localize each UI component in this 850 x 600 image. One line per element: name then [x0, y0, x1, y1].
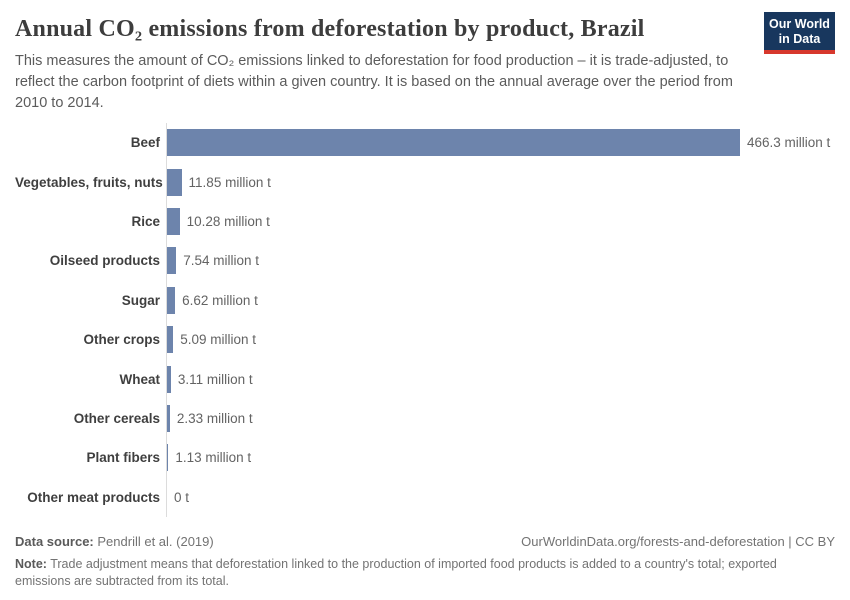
value-label-vegetables-fruits-nuts: 11.85 million t: [188, 174, 271, 190]
bar-chart: Beef 466.3 million t Vegetables, fruits, n…: [15, 123, 835, 517]
category-label-sugar: Sugar: [121, 292, 160, 308]
category-label-oilseed-products: Oilseed products: [49, 253, 160, 269]
chart-subtitle: This measures the amount of CO₂ emission…: [15, 53, 733, 111]
bar-row: Other cereals 2.33 million t: [15, 398, 835, 439]
bar-track: 3.11 million t: [166, 359, 835, 399]
bar-track: 466.3 million t: [166, 123, 835, 163]
category-label-wheat: Wheat: [119, 371, 161, 387]
value-label-other-crops: 5.09 million t: [180, 332, 257, 348]
bar-beef[interactable]: [167, 129, 740, 157]
bar-track: 0 t: [166, 477, 835, 517]
bar-rice[interactable]: [167, 207, 180, 235]
bar-track: 5.09 million t: [166, 319, 835, 360]
header: Annual CO₂ emissions from deforestation …: [15, 12, 835, 54]
owid-logo-line1: Our World: [769, 17, 830, 31]
data-source: Data source: Pendrill et al. (2019): [15, 534, 214, 549]
category-label-beef: Beef: [130, 135, 160, 151]
source-row: Data source: Pendrill et al. (2019) OurW…: [15, 534, 835, 549]
bar-row: Sugar 6.62 million t: [15, 280, 835, 320]
value-label-rice: 10.28 million t: [186, 213, 270, 229]
value-label-oilseed-products: 7.54 million t: [183, 253, 260, 269]
page-title: Annual CO₂ emissions from deforestation …: [15, 16, 645, 42]
bar-other-crops[interactable]: [167, 326, 174, 354]
bar-row: Wheat 3.11 million t: [15, 359, 835, 399]
note-value: Trade adjustment means that deforestatio…: [15, 556, 777, 588]
value-label-other-cereals: 2.33 million t: [176, 410, 253, 426]
bar-track: 6.62 million t: [166, 280, 835, 320]
bar-row: Other crops 5.09 million t: [15, 319, 835, 360]
bar-other-cereals[interactable]: [167, 404, 170, 432]
bar-track: 10.28 million t: [166, 201, 835, 242]
value-label-sugar: 6.62 million t: [182, 292, 258, 308]
bar-row: Other meat products 0 t: [15, 477, 835, 517]
category-label-vegetables-fruits-nuts: Vegetables, fruits, nuts: [15, 174, 163, 190]
note: Note: Trade adjustment means that defore…: [15, 556, 835, 590]
owid-logo: Our World in Data: [764, 12, 835, 54]
value-label-wheat: 3.11 million t: [177, 371, 253, 387]
bar-sugar[interactable]: [167, 286, 176, 314]
bar-track: 7.54 million t: [166, 241, 835, 281]
bar-wheat[interactable]: [167, 365, 171, 393]
note-label: Note:: [15, 556, 47, 571]
bar-plant-fibers[interactable]: [167, 444, 169, 472]
bar-row: Rice 10.28 million t: [15, 201, 835, 242]
value-label-beef: 466.3 million t: [747, 135, 831, 151]
chart-footer: Data source: Pendrill et al. (2019) OurW…: [15, 534, 835, 590]
bar-row: Oilseed products 7.54 million t: [15, 241, 835, 281]
category-label-plant-fibers: Plant fibers: [86, 450, 160, 466]
bar-vegetables-fruits-nuts[interactable]: [167, 168, 182, 196]
data-source-value: Pendrill et al. (2019): [97, 533, 214, 549]
category-label-rice: Rice: [131, 213, 160, 229]
owid-url-link[interactable]: OurWorldinData.org/forests-and-deforesta…: [521, 533, 835, 549]
category-label-other-crops: Other crops: [83, 332, 160, 348]
owid-logo-line2: in Data: [778, 31, 821, 46]
bar-track: 2.33 million t: [166, 398, 835, 439]
value-label-other-meat-products: 0 t: [174, 489, 190, 505]
bar-row: Plant fibers 1.13 million t: [15, 438, 835, 478]
bar-oilseed-products[interactable]: [167, 247, 177, 275]
value-label-plant-fibers: 1.13 million t: [175, 450, 252, 466]
bar-track: 11.85 million t: [166, 162, 835, 202]
data-source-label: Data source:: [15, 533, 94, 549]
bar-row: Beef 466.3 million t: [15, 123, 835, 163]
bar-row: Vegetables, fruits, nuts 11.85 million t: [15, 162, 835, 202]
category-label-other-cereals: Other cereals: [73, 410, 160, 426]
bar-track: 1.13 million t: [166, 438, 835, 478]
category-label-other-meat-products: Other meat products: [27, 489, 160, 505]
